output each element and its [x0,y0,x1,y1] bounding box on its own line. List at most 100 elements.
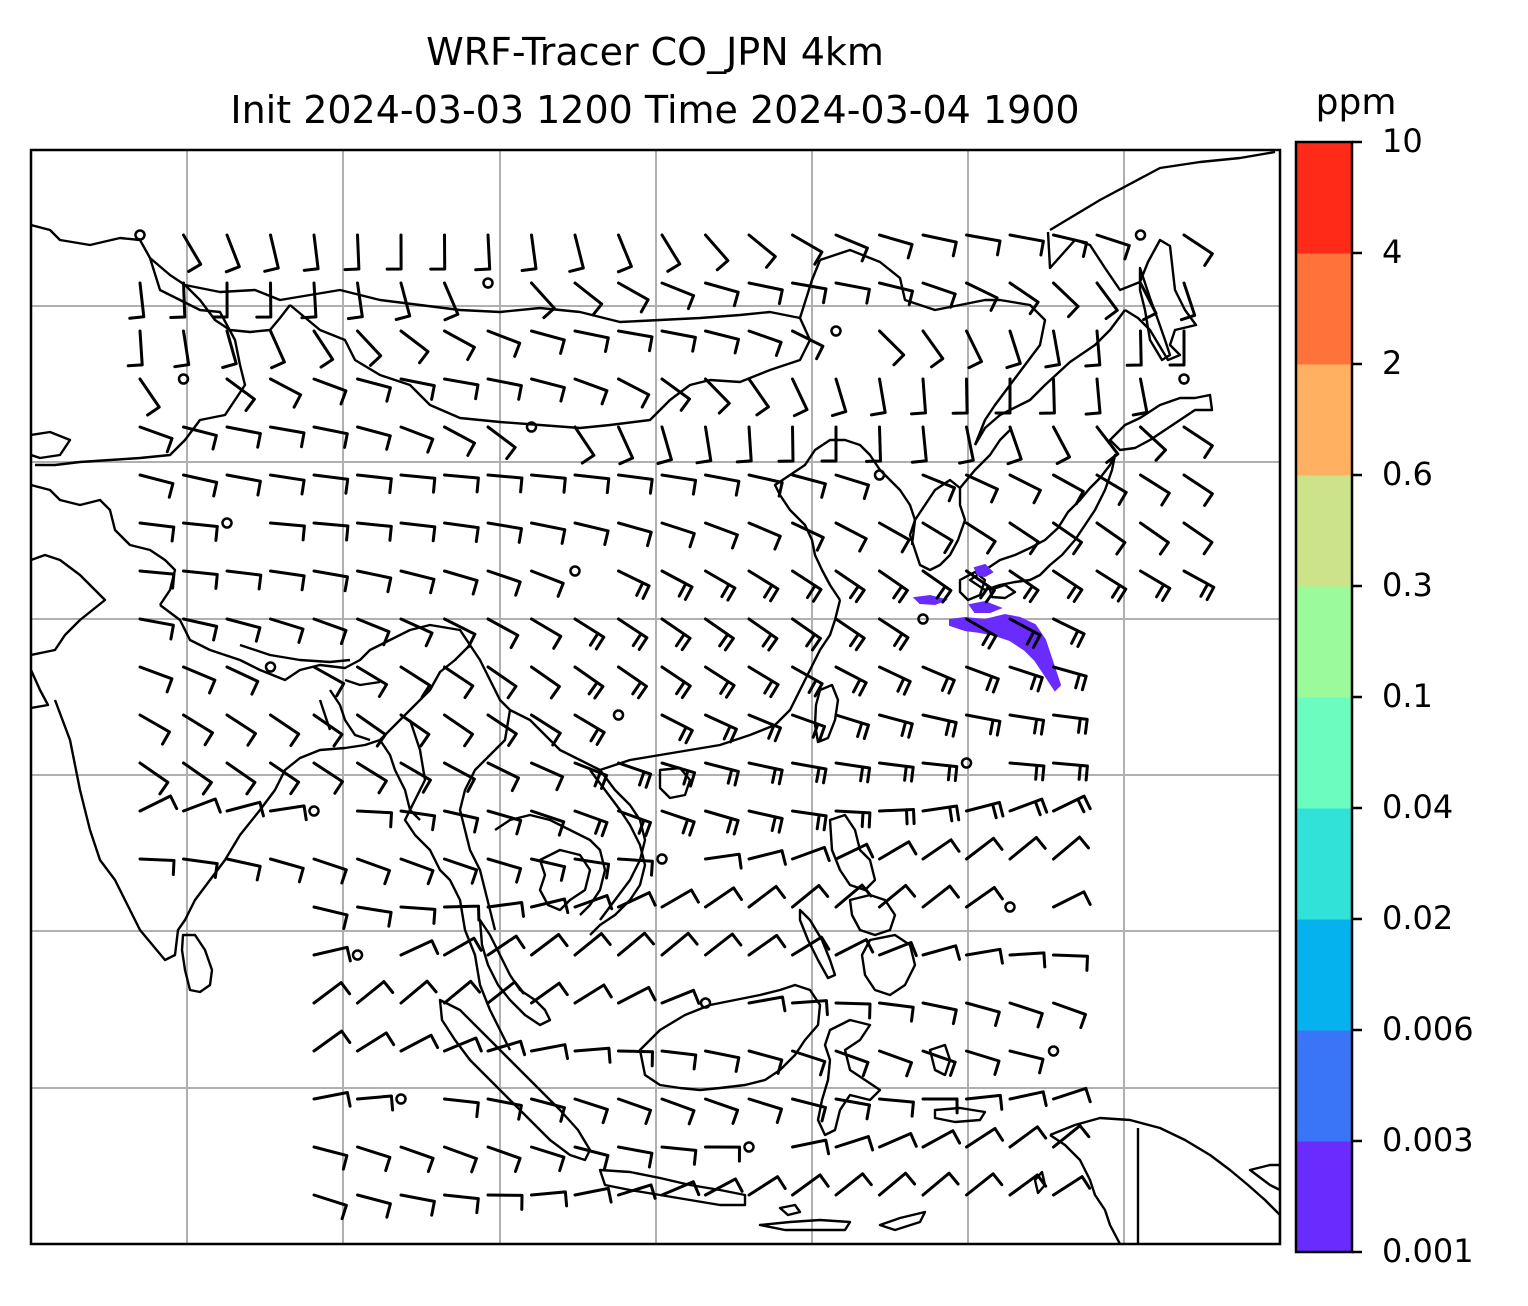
wind-barb [1008,281,1040,316]
timor-outline [878,1210,927,1232]
wind-barb [878,1171,917,1197]
wind-barb [182,665,217,695]
wind-barb [443,809,480,834]
wind-barb [791,1097,827,1123]
wind-barb [225,857,262,882]
wind-barb [834,761,872,784]
border-india-himalaya [159,604,472,741]
philippines-mindanao [860,933,917,997]
wind-barb [443,857,479,885]
wind-calm-circle [1134,229,1147,241]
wind-barb [791,665,824,698]
wind-barb [878,808,916,826]
halmahera-outline [928,1043,952,1077]
wind-barb [138,665,174,694]
colorbar-swatch [1296,475,1352,587]
wind-barb [1008,761,1046,782]
wind-barb [878,233,914,260]
wind-barb [182,857,219,879]
coastline-gulf-thailand [538,848,592,912]
wind-barb [520,233,538,272]
wind-barb [994,377,1012,415]
colorbar-tick-label: 2 [1382,344,1403,382]
wind-barb [530,617,563,650]
wind-barb [443,713,475,748]
wind-barb [486,713,518,747]
wind-barb [573,1046,612,1064]
japan-kyushu [958,570,987,602]
wind-barb [573,713,606,746]
wind-barb [921,1049,957,1077]
wind-calm-circle [134,229,146,241]
wind-barb [356,809,393,829]
wind-barb [1182,569,1216,602]
wind-barb [399,809,437,832]
colorbar-tick-label: 0.001 [1382,1232,1474,1270]
wind-barb [486,425,517,461]
wind-barb [660,888,700,909]
wind-barb [704,886,743,909]
wind-barb [965,1001,1001,1027]
wind-barb [921,884,960,909]
wind-barb [660,569,694,601]
wind-barb [660,713,694,745]
wind-barb [878,1097,915,1118]
sulawesi-outline [816,1018,882,1137]
wind-barb [704,569,737,602]
wind-barb [921,1097,959,1115]
wind-barb [921,838,961,861]
wind-barb [173,329,191,369]
wind-barb [704,932,743,957]
borneo-outline [638,983,822,1092]
wind-barb [704,852,743,870]
wind-barb [356,905,393,928]
colorbar-tick-label: 10 [1382,122,1423,160]
wind-barb [486,761,520,793]
wind-barb [878,883,917,909]
wind-barb [312,329,335,369]
wind-barb [660,329,697,353]
wind-barb [530,1097,566,1123]
wind-barb [1139,473,1171,507]
wind-barb [834,569,866,604]
wind-barb [878,281,914,307]
wind-barb [747,617,779,652]
wind-barb [965,713,1002,737]
wind-barb [429,233,447,271]
colorbar-unit: ppm [1315,82,1397,123]
wind-barb [530,713,562,747]
border-myanmar-east [458,644,512,931]
wind-barb [747,1175,787,1197]
plume-segment-3 [912,594,949,606]
wind-barb [617,1097,653,1125]
wind-barb [169,281,187,319]
colorbar-tick-label: 0.003 [1382,1121,1474,1159]
wind-barb [1084,329,1102,368]
wind-barb [791,377,809,418]
border-bhutan [344,678,381,687]
wind-barb [530,761,565,792]
wind-barb [312,617,348,646]
wind-barb [486,1193,524,1211]
wind-barb [312,857,348,885]
wind-barb [182,473,219,498]
wind-barb [660,617,692,652]
wind-barb [399,905,437,925]
wind-barb [486,809,523,836]
wind-barb [1008,1173,1048,1197]
wind-barb [834,842,875,861]
border-pak-ind [31,553,107,657]
wind-barb [126,329,144,368]
wind-barb [704,233,730,272]
wind-barb [486,569,522,597]
wind-barb [965,1127,1005,1149]
sumatra-outline [438,998,592,1162]
wind-barb [965,521,997,555]
wind-barb [224,233,241,274]
wind-barb [356,761,388,795]
wind-barb [573,894,614,911]
wind-barb [617,521,653,548]
wind-barb [704,281,740,308]
wind-barb [965,473,999,504]
wind-barb [302,233,320,272]
